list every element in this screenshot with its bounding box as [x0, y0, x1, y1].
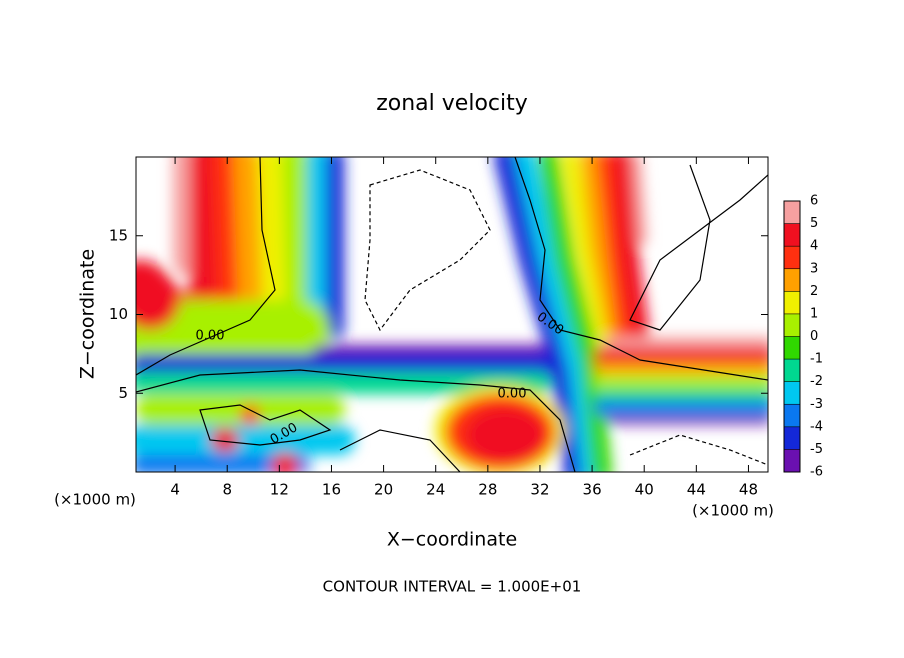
colorbar-bin	[784, 426, 800, 450]
y-tick-label: 5	[118, 384, 128, 402]
contour-line	[136, 369, 576, 472]
colorbar-tick-label: 4	[810, 239, 818, 254]
x-unit: (×1000 m)	[54, 491, 136, 509]
contour-line	[339, 429, 461, 472]
field-band	[515, 157, 600, 472]
colorbar-tick-label: -5	[810, 442, 823, 457]
field-band	[581, 157, 624, 339]
field-band	[136, 260, 180, 330]
colorbar-tick-label: 5	[810, 216, 818, 231]
x-tick-label: 28	[478, 481, 497, 499]
chart-title: zonal velocity	[376, 91, 528, 116]
colorbar-tick-label: 1	[810, 306, 818, 321]
x-tick-label: 24	[426, 481, 445, 499]
field-blob	[211, 428, 239, 452]
x-tick-label: 32	[530, 481, 549, 499]
contour-label: 0.00	[196, 329, 225, 344]
x-tick-label: 16	[322, 481, 341, 499]
field-band	[561, 157, 614, 349]
footnote: CONTOUR INTERVAL = 1.000E+01	[323, 578, 582, 596]
field-band	[597, 157, 633, 338]
colorbar-tick-label: 2	[810, 284, 818, 299]
y-tick-label: 10	[109, 305, 128, 323]
x-tick-label: 36	[583, 481, 602, 499]
field-blob	[240, 405, 260, 425]
x-axis-label: X−coordinate	[387, 529, 517, 551]
colorbar-bin	[784, 268, 800, 292]
contour-lines	[136, 157, 768, 472]
colorbar-tick-label: -3	[810, 397, 823, 412]
x-tick-label: 12	[270, 481, 289, 499]
colorbar-tick-label: -4	[810, 419, 823, 434]
x-tick-label: 4	[170, 481, 180, 499]
contour-line	[514, 157, 768, 381]
colorbar-bin	[784, 246, 800, 269]
field-band	[631, 157, 647, 245]
colorbar-tick-label: 0	[810, 329, 818, 344]
colorbar-bin	[784, 313, 800, 337]
field-band	[233, 157, 262, 312]
y-axis-label: Z−coordinate	[77, 249, 99, 379]
colorbar-tick-label: 3	[810, 261, 818, 276]
y-tick-label: 15	[109, 226, 128, 244]
contour-line	[136, 157, 276, 376]
x-tick-label: 20	[374, 481, 393, 499]
colorbar-bin	[784, 359, 800, 382]
field-band	[494, 157, 586, 472]
field-band	[257, 157, 288, 333]
colorbar-bin	[784, 381, 800, 405]
colorbar-bin	[784, 223, 800, 247]
colorbar-bin	[784, 404, 800, 427]
colorbar-tick-label: 6	[810, 194, 818, 209]
x-tick-label: 40	[635, 481, 654, 499]
colorbar-bin	[784, 291, 800, 314]
colorbar-bin	[784, 201, 800, 224]
colorbar-bin	[784, 449, 800, 472]
x-tick-label: 48	[739, 481, 758, 499]
contour-line	[629, 164, 768, 331]
colorbar-bin	[784, 336, 800, 360]
field-blob	[271, 453, 299, 472]
contour-line	[364, 169, 491, 332]
x-tick-label: 44	[687, 481, 706, 499]
x-unit: (×1000 m)	[692, 502, 774, 520]
contour-line	[629, 434, 768, 466]
velocity-field	[136, 157, 768, 472]
x-tick-label: 8	[222, 481, 232, 499]
field-blob	[465, 407, 545, 463]
contour-line	[199, 404, 332, 446]
colorbar-tick-label: -1	[810, 352, 823, 367]
field-band	[538, 157, 612, 472]
colorbar-tick-label: -2	[810, 374, 823, 389]
colorbar-tick-label: -6	[810, 465, 823, 480]
contour-label: 0.00	[498, 387, 527, 402]
